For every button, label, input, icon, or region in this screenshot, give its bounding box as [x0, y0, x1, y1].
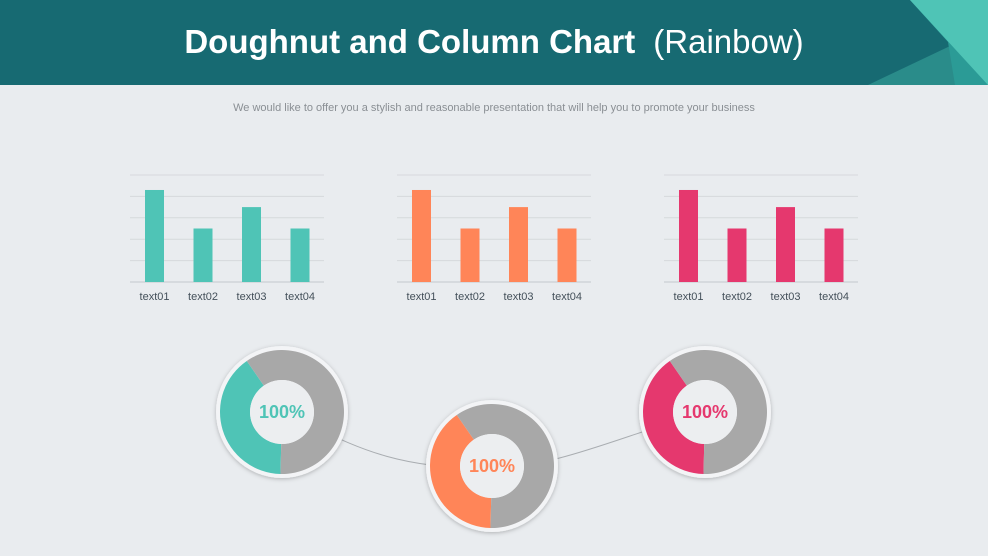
bar-chart-3: text01 text02 text03 text04	[664, 174, 858, 303]
bar-chart-2: text01 text02 text03 text04	[397, 174, 591, 303]
slice-rest	[669, 349, 768, 474]
bar-text04	[557, 228, 577, 282]
x-tick-label: text04	[552, 291, 582, 303]
bar-text02	[193, 228, 213, 282]
doughnut-hole	[250, 380, 314, 444]
doughnut-chart-2: 100%	[426, 400, 558, 532]
x-tick-label: text02	[722, 291, 752, 303]
bar-text02	[460, 228, 480, 282]
x-tick-label: text03	[771, 291, 801, 303]
doughnut-hole	[673, 380, 737, 444]
x-tick-label: text01	[407, 291, 437, 303]
bar-text01	[412, 189, 431, 282]
bar-text03	[776, 207, 795, 282]
x-tick-label: text02	[188, 291, 218, 303]
title-main: Doughnut and Column Chart	[184, 23, 636, 60]
page-subtitle: We would like to offer you a stylish and…	[233, 102, 755, 114]
x-tick-label: text03	[237, 291, 267, 303]
bar-text03	[509, 207, 528, 282]
slice-highlight	[430, 414, 492, 528]
x-tick-label: text01	[140, 291, 170, 303]
x-tick-label: text04	[819, 291, 849, 303]
doughnut-chart-1: 100%	[216, 346, 348, 478]
bar-text01	[679, 189, 698, 282]
x-tick-label: text04	[285, 291, 315, 303]
bar-text02	[727, 228, 747, 282]
slice-rest	[246, 350, 345, 474]
slice-rest	[456, 404, 554, 528]
slice-highlight	[220, 360, 282, 474]
x-tick-label: text02	[455, 291, 485, 303]
bar-text04	[824, 228, 844, 282]
doughnut-center-label: 100%	[259, 402, 305, 422]
bar-text04	[290, 228, 310, 282]
slice-highlight	[643, 360, 705, 474]
doughnut-hole	[460, 434, 524, 498]
doughnut-center-label: 100%	[469, 456, 515, 476]
header-corner-decoration	[868, 0, 988, 85]
x-tick-label: text01	[674, 291, 704, 303]
header-banner: Doughnut and Column Chart (Rainbow)	[0, 0, 988, 85]
doughnut-center-label: 100%	[682, 402, 728, 422]
x-tick-label: text03	[504, 291, 534, 303]
bar-text01	[145, 189, 164, 282]
bar-text03	[242, 207, 261, 282]
title-suffix: (Rainbow)	[653, 23, 804, 60]
doughnut-chart-3: 100%	[639, 346, 771, 478]
page-title: Doughnut and Column Chart (Rainbow)	[0, 20, 988, 64]
bar-chart-1: text01 text02 text03 text04	[130, 174, 324, 303]
